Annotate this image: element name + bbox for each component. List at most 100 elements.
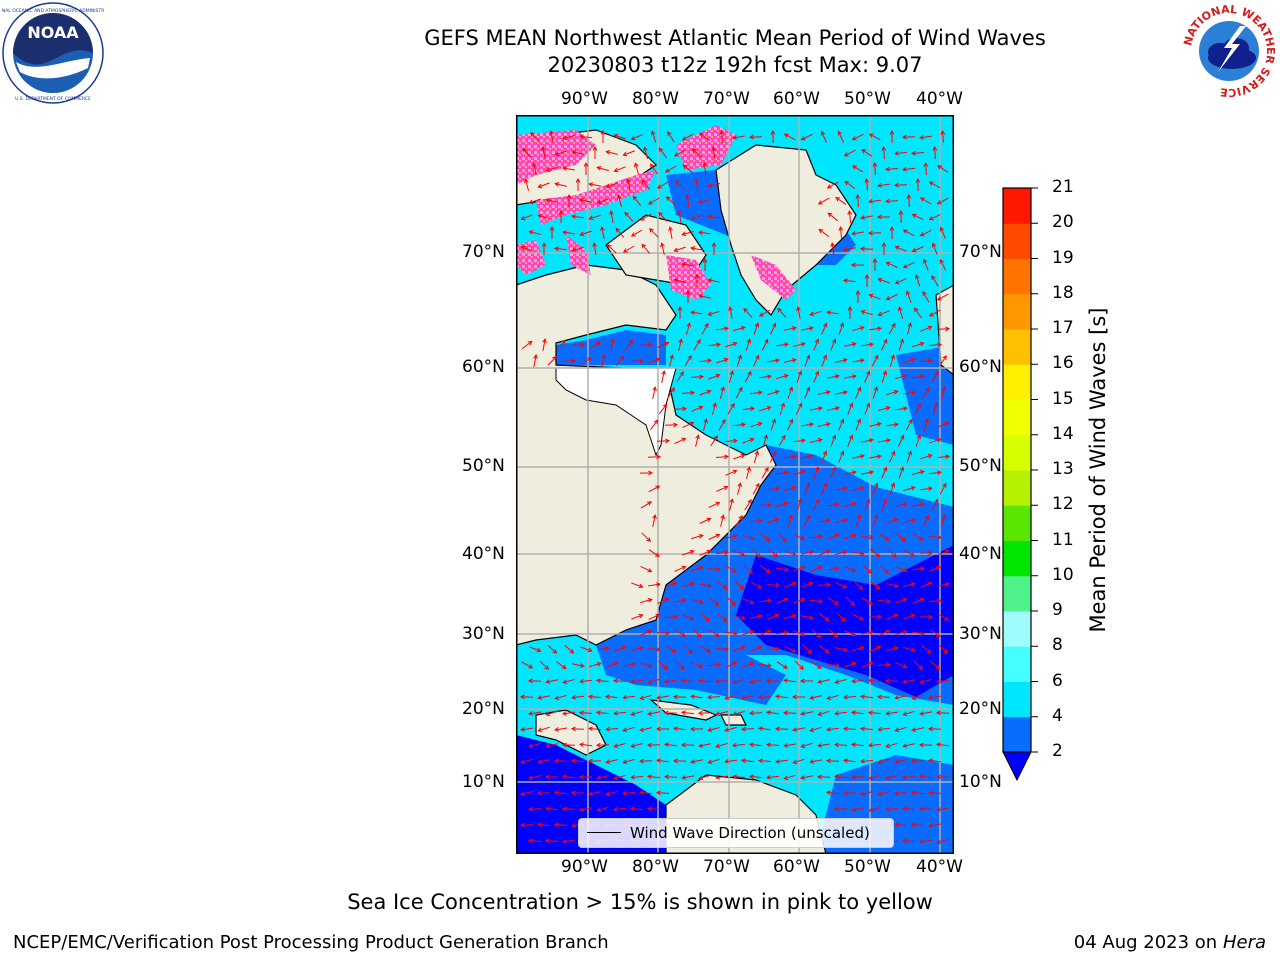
wave-direction-arrow	[868, 326, 883, 332]
wave-direction-arrow	[690, 246, 703, 251]
colorbar-tick-label: 16	[1052, 353, 1074, 374]
wave-direction-arrow	[723, 758, 738, 764]
wave-direction-arrow	[935, 710, 950, 716]
wave-direction-arrow	[578, 774, 593, 780]
wave-direction-arrow	[732, 422, 747, 428]
wave-direction-arrow	[606, 661, 619, 668]
wave-direction-arrow	[639, 727, 652, 732]
wave-direction-arrow	[776, 661, 788, 669]
wave-direction-arrow	[758, 598, 773, 604]
colorbar-cell	[1003, 329, 1031, 365]
wave-direction-arrow	[939, 258, 947, 271]
wave-direction-arrow	[936, 582, 950, 587]
wave-direction-arrow	[784, 550, 797, 557]
wave-direction-arrow	[855, 289, 861, 304]
wave-direction-arrow	[902, 710, 915, 717]
wave-direction-arrow	[860, 215, 873, 220]
wave-direction-arrow	[782, 710, 797, 716]
wave-direction-arrow	[787, 386, 794, 399]
wave-direction-arrow	[609, 210, 614, 223]
wave-direction-arrow	[835, 486, 848, 491]
wave-direction-arrow	[575, 177, 581, 191]
wave-direction-arrow	[732, 135, 745, 140]
wave-direction-arrow	[737, 482, 742, 495]
wave-direction-arrow	[827, 566, 840, 571]
wave-direction-arrow	[622, 758, 635, 764]
wave-direction-arrow	[852, 165, 864, 173]
wave-direction-arrow	[678, 338, 683, 351]
wave-direction-arrow	[817, 197, 830, 205]
wave-direction-arrow	[792, 727, 805, 732]
wave-direction-arrow	[919, 839, 932, 844]
nws-logo: NATIONAL WEATHER SERVICE	[1181, 3, 1277, 99]
wave-direction-arrow	[647, 197, 660, 205]
wave-direction-arrow	[922, 386, 930, 399]
wave-direction-arrow	[765, 710, 780, 716]
wave-direction-arrow	[877, 790, 890, 796]
wave-direction-arrow	[877, 598, 892, 604]
wave-direction-arrow	[919, 614, 934, 620]
lon-tick-bottom-40w: 40°W	[916, 857, 963, 877]
wave-direction-arrow	[844, 180, 856, 189]
wave-direction-arrow	[825, 758, 840, 764]
wave-direction-arrow	[861, 342, 874, 347]
wave-direction-arrow	[820, 130, 827, 143]
wave-direction-arrow	[868, 614, 883, 620]
wave-direction-arrow	[719, 386, 725, 399]
wave-direction-arrow	[683, 644, 694, 654]
wave-direction-arrow	[664, 614, 679, 620]
wave-direction-arrow	[921, 644, 932, 654]
wave-direction-arrow	[784, 614, 797, 619]
wave-direction-arrow	[553, 790, 568, 796]
wave-direction-arrow	[787, 418, 794, 431]
wave-direction-arrow	[674, 437, 687, 445]
colorbar-tick-label: 19	[1052, 247, 1074, 268]
wave-direction-arrow	[537, 726, 550, 733]
wave-direction-arrow	[673, 149, 686, 157]
wave-direction-arrow	[528, 198, 541, 205]
wave-direction-arrow	[691, 534, 704, 540]
wave-direction-arrow	[681, 230, 694, 236]
wave-direction-arrow	[664, 165, 677, 173]
wave-direction-arrow	[631, 582, 644, 589]
wave-direction-arrow	[902, 229, 915, 237]
wave-direction-arrow	[777, 532, 788, 542]
wave-direction-arrow	[767, 358, 780, 363]
wave-direction-arrow	[698, 294, 712, 299]
wave-direction-arrow	[931, 370, 939, 383]
wave-direction-arrow	[844, 342, 857, 347]
wave-direction-arrow	[885, 711, 898, 716]
wave-direction-arrow	[912, 502, 925, 507]
wave-direction-arrow	[838, 322, 845, 335]
wave-direction-arrow	[668, 226, 673, 239]
wave-direction-arrow	[850, 678, 865, 684]
colorbar-cell	[1003, 434, 1031, 471]
wave-direction-arrow	[580, 646, 593, 653]
no-data-region	[555, 367, 677, 457]
wave-direction-arrow	[813, 370, 820, 383]
wave-direction-arrow	[877, 662, 892, 668]
wave-direction-arrow	[541, 241, 547, 255]
wave-direction-arrow	[767, 613, 780, 620]
wave-direction-arrow	[748, 710, 763, 716]
wave-direction-arrow	[562, 358, 577, 364]
wave-direction-arrow	[830, 434, 837, 447]
wave-direction-arrow	[757, 758, 772, 764]
wave-direction-arrow	[596, 775, 609, 780]
wave-direction-arrow	[541, 146, 546, 160]
wave-direction-arrow	[794, 660, 804, 670]
wave-direction-arrow	[884, 678, 899, 684]
wave-direction-arrow	[902, 679, 915, 684]
wave-direction-arrow	[853, 580, 864, 590]
wave-direction-arrow	[872, 257, 878, 272]
wave-direction-arrow	[801, 326, 814, 331]
wave-direction-arrow	[545, 710, 558, 717]
wave-direction-arrow	[903, 646, 916, 652]
wave-direction-arrow	[766, 582, 781, 588]
wave-direction-arrow	[735, 514, 743, 527]
colorbar-cell	[1003, 258, 1031, 295]
wave-direction-arrow	[741, 695, 754, 700]
colorbar-cell	[1003, 681, 1031, 718]
wave-direction-arrow	[867, 710, 882, 716]
wave-direction-arrow	[520, 791, 533, 796]
